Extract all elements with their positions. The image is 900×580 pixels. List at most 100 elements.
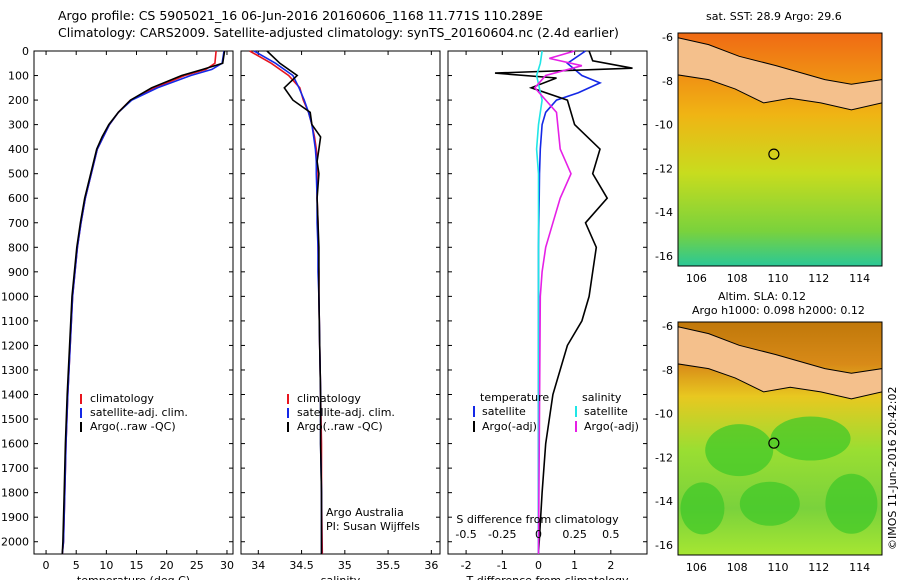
y-tick-label: 1200: [1, 339, 29, 352]
figure-title-line2: Climatology: CARS2009. Satellite-adjuste…: [58, 25, 619, 40]
secondary-tick-label: 0: [535, 528, 542, 541]
series-line-satellite-adj. clim.: [61, 50, 225, 555]
y-tick-label: 700: [8, 217, 29, 230]
series-line-satellite: [537, 50, 603, 554]
y-tick-label: 800: [8, 241, 29, 254]
x-tick-label: 0: [535, 559, 542, 572]
sla-anomaly-blob: [705, 424, 774, 477]
legend-entry: satellite: [482, 405, 526, 418]
map-x-tick-label: 106: [686, 561, 707, 574]
map-y-tick-label: -14: [655, 495, 673, 508]
figure-title-line1: Argo profile: CS 5905021_16 06-Jun-2016 …: [58, 8, 543, 23]
map-y-tick-label: -16: [655, 539, 673, 552]
map-x-tick-label: 112: [808, 561, 829, 574]
map-y-tick-label: -6: [662, 31, 673, 44]
argo-annotation: Argo Australia: [326, 506, 404, 519]
sla-map-title-1: Altim. SLA: 0.12: [718, 290, 807, 303]
plot-frame: [447, 50, 648, 555]
legend-entry: Argo(..raw -QC): [90, 420, 176, 433]
y-tick-label: 200: [8, 94, 29, 107]
map-frame: [677, 321, 883, 556]
x-tick-label: 20: [160, 559, 174, 572]
y-tick-label: 1700: [1, 462, 29, 475]
x-tick-label: 35: [338, 559, 352, 572]
x-tick-label: -2: [461, 559, 472, 572]
map-y-tick-label: -10: [655, 408, 673, 421]
y-tick-label: 400: [8, 143, 29, 156]
y-tick-label: 1500: [1, 413, 29, 426]
map-y-tick-label: -14: [655, 206, 673, 219]
argo-position-marker: [768, 148, 780, 160]
map-x-tick-label: 114: [849, 561, 870, 574]
x-tick-label: 1: [571, 559, 578, 572]
legend-entry: Argo(..raw -QC): [297, 420, 383, 433]
map-frame: [677, 32, 883, 267]
secondary-axis-label: S difference from climatology: [456, 513, 619, 526]
y-tick-label: 1900: [1, 511, 29, 524]
y-tick-label: 1000: [1, 290, 29, 303]
argo-annotation: PI: Susan Wijffels: [326, 520, 420, 533]
sla-anomaly-blob: [739, 481, 800, 526]
y-tick-label: 1600: [1, 438, 29, 451]
sla-map-title-2: Argo h1000: 0.098 h2000: 0.12: [692, 304, 865, 317]
legend-title: temperature: [480, 391, 549, 404]
y-tick-label: 500: [8, 168, 29, 181]
x-axis-label: temperature (deg C): [77, 574, 190, 580]
legend-entry: climatology: [90, 392, 154, 405]
sst-map-title: sat. SST: 28.9 Argo: 29.6: [706, 10, 842, 23]
x-tick-label: 10: [99, 559, 113, 572]
y-tick-label: 1800: [1, 487, 29, 500]
x-axis-label: T difference from climatology: [466, 574, 629, 580]
map-y-tick-label: -12: [655, 162, 673, 175]
sla-anomaly-blob: [680, 482, 725, 535]
x-tick-label: 36: [424, 559, 438, 572]
legend-entry: satellite-adj. clim.: [90, 406, 188, 419]
series-line-Argo(-adj): [533, 50, 583, 555]
sla-map: [677, 321, 883, 556]
map-x-tick-label: 110: [768, 561, 789, 574]
secondary-tick-label: -0.5: [455, 528, 476, 541]
series-line-Argo(..raw -QC): [61, 50, 226, 555]
y-tick-label: 1300: [1, 364, 29, 377]
x-tick-label: 0: [43, 559, 50, 572]
map-x-tick-label: 112: [808, 272, 829, 285]
imos-credit: ©IMOS 11-Jun-2016 20:42:02: [886, 386, 899, 550]
secondary-tick-label: 0.25: [562, 528, 587, 541]
y-tick-label: 600: [8, 192, 29, 205]
legend-entry: Argo(-adj): [482, 420, 537, 433]
x-tick-label: 15: [130, 559, 144, 572]
legend-entry: Argo(-adj): [584, 420, 639, 433]
y-tick-label: 100: [8, 70, 29, 83]
legend-entry: climatology: [297, 392, 361, 405]
y-tick-label: 1100: [1, 315, 29, 328]
x-tick-label: 35.5: [376, 559, 401, 572]
map-y-tick-label: -6: [662, 320, 673, 333]
legend-entry: satellite: [584, 405, 628, 418]
y-tick-label: 300: [8, 119, 29, 132]
secondary-tick-label: -0.25: [488, 528, 516, 541]
map-y-tick-label: -8: [662, 75, 673, 88]
secondary-tick-label: 0.5: [602, 528, 620, 541]
series-line-Argo(-adj): [494, 50, 633, 555]
map-y-tick-label: -16: [655, 250, 673, 263]
map-y-tick-label: -12: [655, 451, 673, 464]
y-tick-label: 0: [22, 45, 29, 58]
map-x-tick-label: 108: [727, 561, 748, 574]
x-axis-label: salinity: [321, 574, 361, 580]
series-line-satellite-adj. clim.: [253, 50, 323, 554]
map-y-tick-label: -8: [662, 364, 673, 377]
y-tick-label: 2000: [1, 536, 29, 549]
argo-position-marker: [768, 437, 780, 449]
y-tick-label: 1400: [1, 389, 29, 402]
x-tick-label: 2: [607, 559, 614, 572]
series-line-climatology: [61, 50, 217, 555]
y-tick-label: 900: [8, 266, 29, 279]
series-line-Argo(..raw -QC): [266, 50, 323, 554]
x-tick-label: -1: [497, 559, 508, 572]
x-tick-label: 25: [190, 559, 204, 572]
map-x-tick-label: 108: [727, 272, 748, 285]
map-x-tick-label: 106: [686, 272, 707, 285]
x-tick-label: 5: [73, 559, 80, 572]
x-tick-label: 34: [251, 559, 265, 572]
